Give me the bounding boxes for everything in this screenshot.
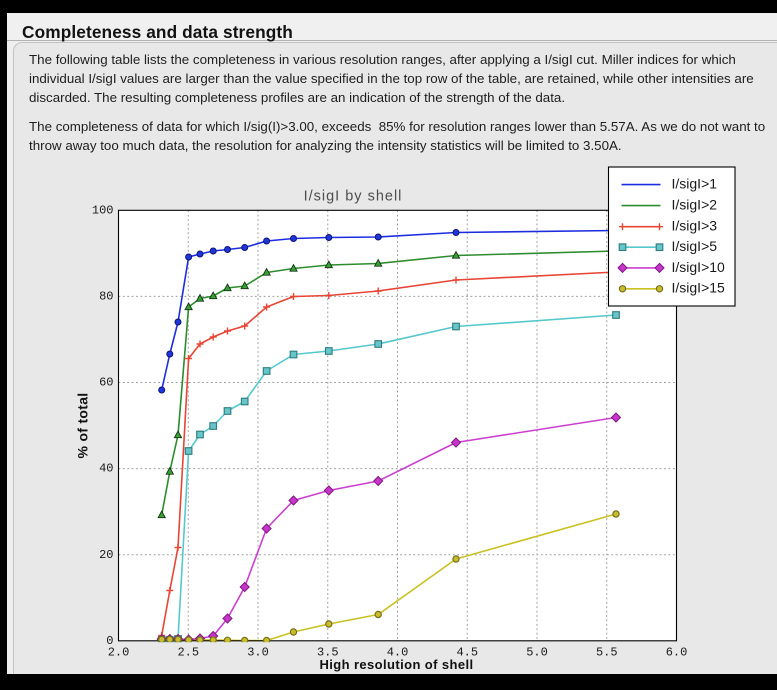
svg-text:4.0: 4.0 — [387, 646, 409, 660]
svg-text:3.5: 3.5 — [317, 646, 339, 660]
svg-text:4.5: 4.5 — [456, 646, 478, 660]
svg-text:I/sigI>2: I/sigI>2 — [672, 197, 718, 213]
svg-text:80: 80 — [99, 290, 113, 304]
svg-text:I/sigI>5: I/sigI>5 — [672, 238, 718, 254]
svg-text:60: 60 — [99, 376, 113, 390]
svg-text:% of total: % of total — [75, 393, 91, 459]
svg-text:High resolution of shell: High resolution of shell — [319, 657, 473, 672]
svg-text:I/sigI>1: I/sigI>1 — [672, 176, 718, 192]
svg-text:0: 0 — [106, 634, 113, 648]
svg-text:2.0: 2.0 — [108, 646, 130, 660]
svg-text:I/sigI>3: I/sigI>3 — [672, 218, 718, 234]
svg-text:I/sigI by shell: I/sigI by shell — [304, 189, 403, 205]
svg-text:I/sigI>15: I/sigI>15 — [672, 280, 726, 296]
svg-text:100: 100 — [92, 203, 114, 217]
svg-text:40: 40 — [99, 462, 113, 476]
svg-text:5.5: 5.5 — [596, 646, 618, 660]
svg-text:2.5: 2.5 — [177, 646, 199, 660]
svg-text:6.0: 6.0 — [666, 646, 688, 660]
svg-text:I/sigI>10: I/sigI>10 — [672, 259, 726, 275]
svg-text:20: 20 — [99, 548, 113, 562]
svg-text:5.0: 5.0 — [526, 646, 548, 660]
svg-text:3.0: 3.0 — [247, 646, 269, 660]
